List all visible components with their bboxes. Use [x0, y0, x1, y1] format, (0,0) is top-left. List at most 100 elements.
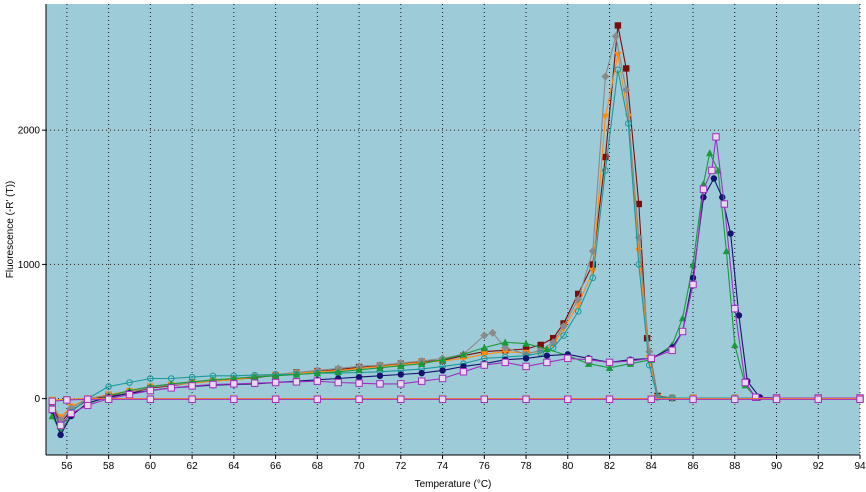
data-point-9-16: [605, 395, 614, 403]
data-point-7-3: [67, 409, 75, 418]
data-point-1-29: [575, 290, 582, 298]
data-point-7-13: [271, 378, 280, 387]
data-point-7-35: [699, 185, 708, 193]
x-axis-title: Temperature (°C): [415, 479, 492, 490]
data-point-9-4: [104, 395, 113, 403]
x-tick-label-66: 66: [270, 461, 282, 472]
data-point-9-11: [397, 395, 405, 403]
data-point-6-35: [700, 194, 707, 201]
data-point-2-30: [589, 267, 597, 275]
x-tick-label-72: 72: [395, 461, 407, 472]
data-point-2-34: [635, 247, 643, 255]
data-point-6-2: [57, 431, 64, 439]
data-point-7-26: [543, 358, 551, 367]
data-point-5-20: [417, 360, 426, 367]
data-point-1-31: [602, 153, 609, 161]
data-point-9-5: [146, 395, 155, 403]
x-tick-label-68: 68: [312, 461, 324, 472]
data-point-9-9: [313, 395, 322, 403]
data-point-7-27: [564, 354, 572, 363]
x-tick-label-76: 76: [479, 461, 491, 472]
data-point-7-14: [292, 378, 301, 386]
data-point-7-9: [188, 382, 196, 390]
data-point-5-24: [501, 338, 509, 346]
data-point-5-19: [397, 362, 405, 369]
x-tick-label-92: 92: [813, 461, 825, 472]
data-point-1-26: [537, 341, 544, 349]
data-point-7-24: [501, 358, 509, 367]
data-point-6-19: [397, 371, 405, 378]
data-point-7-8: [167, 384, 175, 392]
data-point-7-31: [647, 354, 655, 363]
data-point-9-6: [188, 395, 196, 403]
data-point-7-16: [334, 378, 342, 387]
x-tick-label-86: 86: [687, 461, 699, 472]
data-point-7-23: [480, 361, 489, 369]
x-tick-label-60: 60: [145, 461, 157, 472]
data-point-9-20: [772, 395, 781, 403]
data-point-5-26: [543, 345, 551, 353]
data-point-2-32: [614, 51, 622, 59]
y-tick-label-2000: 2000: [18, 126, 41, 137]
data-point-4-6: [126, 379, 133, 386]
data-point-7-34: [689, 280, 697, 289]
data-point-7-38: [720, 200, 729, 208]
data-point-7-28: [584, 355, 593, 364]
data-point-7-11: [230, 380, 238, 388]
data-point-5-21: [438, 355, 447, 363]
data-point-5-17: [355, 366, 363, 373]
y-tick-label-0: 0: [34, 394, 40, 405]
data-point-3-34: [622, 85, 631, 94]
data-point-7-1: [48, 405, 56, 414]
x-tick-label-70: 70: [354, 461, 366, 472]
x-tick-label-90: 90: [771, 461, 783, 472]
data-point-9-3: [84, 395, 92, 403]
data-point-1-34: [635, 200, 642, 208]
data-point-1-25: [522, 345, 530, 353]
data-point-3-28: [549, 338, 558, 347]
data-point-1-32: [614, 22, 622, 29]
data-point-5-29: [605, 364, 614, 371]
data-point-7-4: [84, 401, 92, 410]
data-point-4-29: [574, 308, 582, 315]
tick-labels: 56 58 60 62 64 66 68 70 72 74 76 78 80 82 84 86 88 90 92 94…: [18, 126, 866, 472]
data-point-6-37: [719, 194, 726, 201]
x-tick-label-94: 94: [854, 461, 866, 472]
data-point-5-16: [334, 368, 342, 375]
data-point-5-11: [230, 374, 238, 382]
data-point-3-24: [488, 328, 497, 337]
data-point-7-10: [209, 380, 217, 389]
data-point-2-24: [501, 348, 509, 356]
data-point-7-17: [355, 379, 363, 387]
data-point-4-30: [589, 274, 597, 282]
data-point-4-7: [147, 375, 154, 382]
data-point-5-25: [522, 339, 530, 347]
data-point-7-6: [125, 390, 134, 399]
x-tick-label-58: 58: [103, 461, 115, 472]
data-point-3-32: [601, 72, 610, 81]
series-line-8: [52, 398, 860, 401]
data-point-4-33: [625, 120, 632, 127]
series-layer: [48, 22, 864, 439]
data-point-3-23: [480, 331, 489, 340]
data-point-6-38: [727, 230, 734, 237]
x-tick-label-78: 78: [520, 461, 532, 472]
data-point-7-30: [626, 357, 635, 365]
data-point-7-2: [56, 421, 65, 430]
data-point-1-33: [623, 65, 630, 72]
data-point-7-41: [751, 393, 760, 401]
data-point-7-36: [708, 166, 716, 175]
series-line-5: [51, 151, 860, 434]
data-point-7-18: [376, 380, 384, 388]
data-point-7-7: [146, 386, 155, 395]
data-point-6-36: [710, 175, 718, 182]
data-point-4-31: [602, 167, 609, 174]
x-tick-label-64: 64: [228, 461, 240, 472]
y-axis-title: Fluorescence (-R' (T)): [5, 181, 16, 278]
data-point-9-14: [522, 395, 530, 403]
data-point-5-13: [271, 372, 280, 380]
data-point-3-33: [611, 32, 620, 41]
data-point-1-27: [549, 335, 557, 342]
data-point-7-20: [417, 377, 426, 385]
